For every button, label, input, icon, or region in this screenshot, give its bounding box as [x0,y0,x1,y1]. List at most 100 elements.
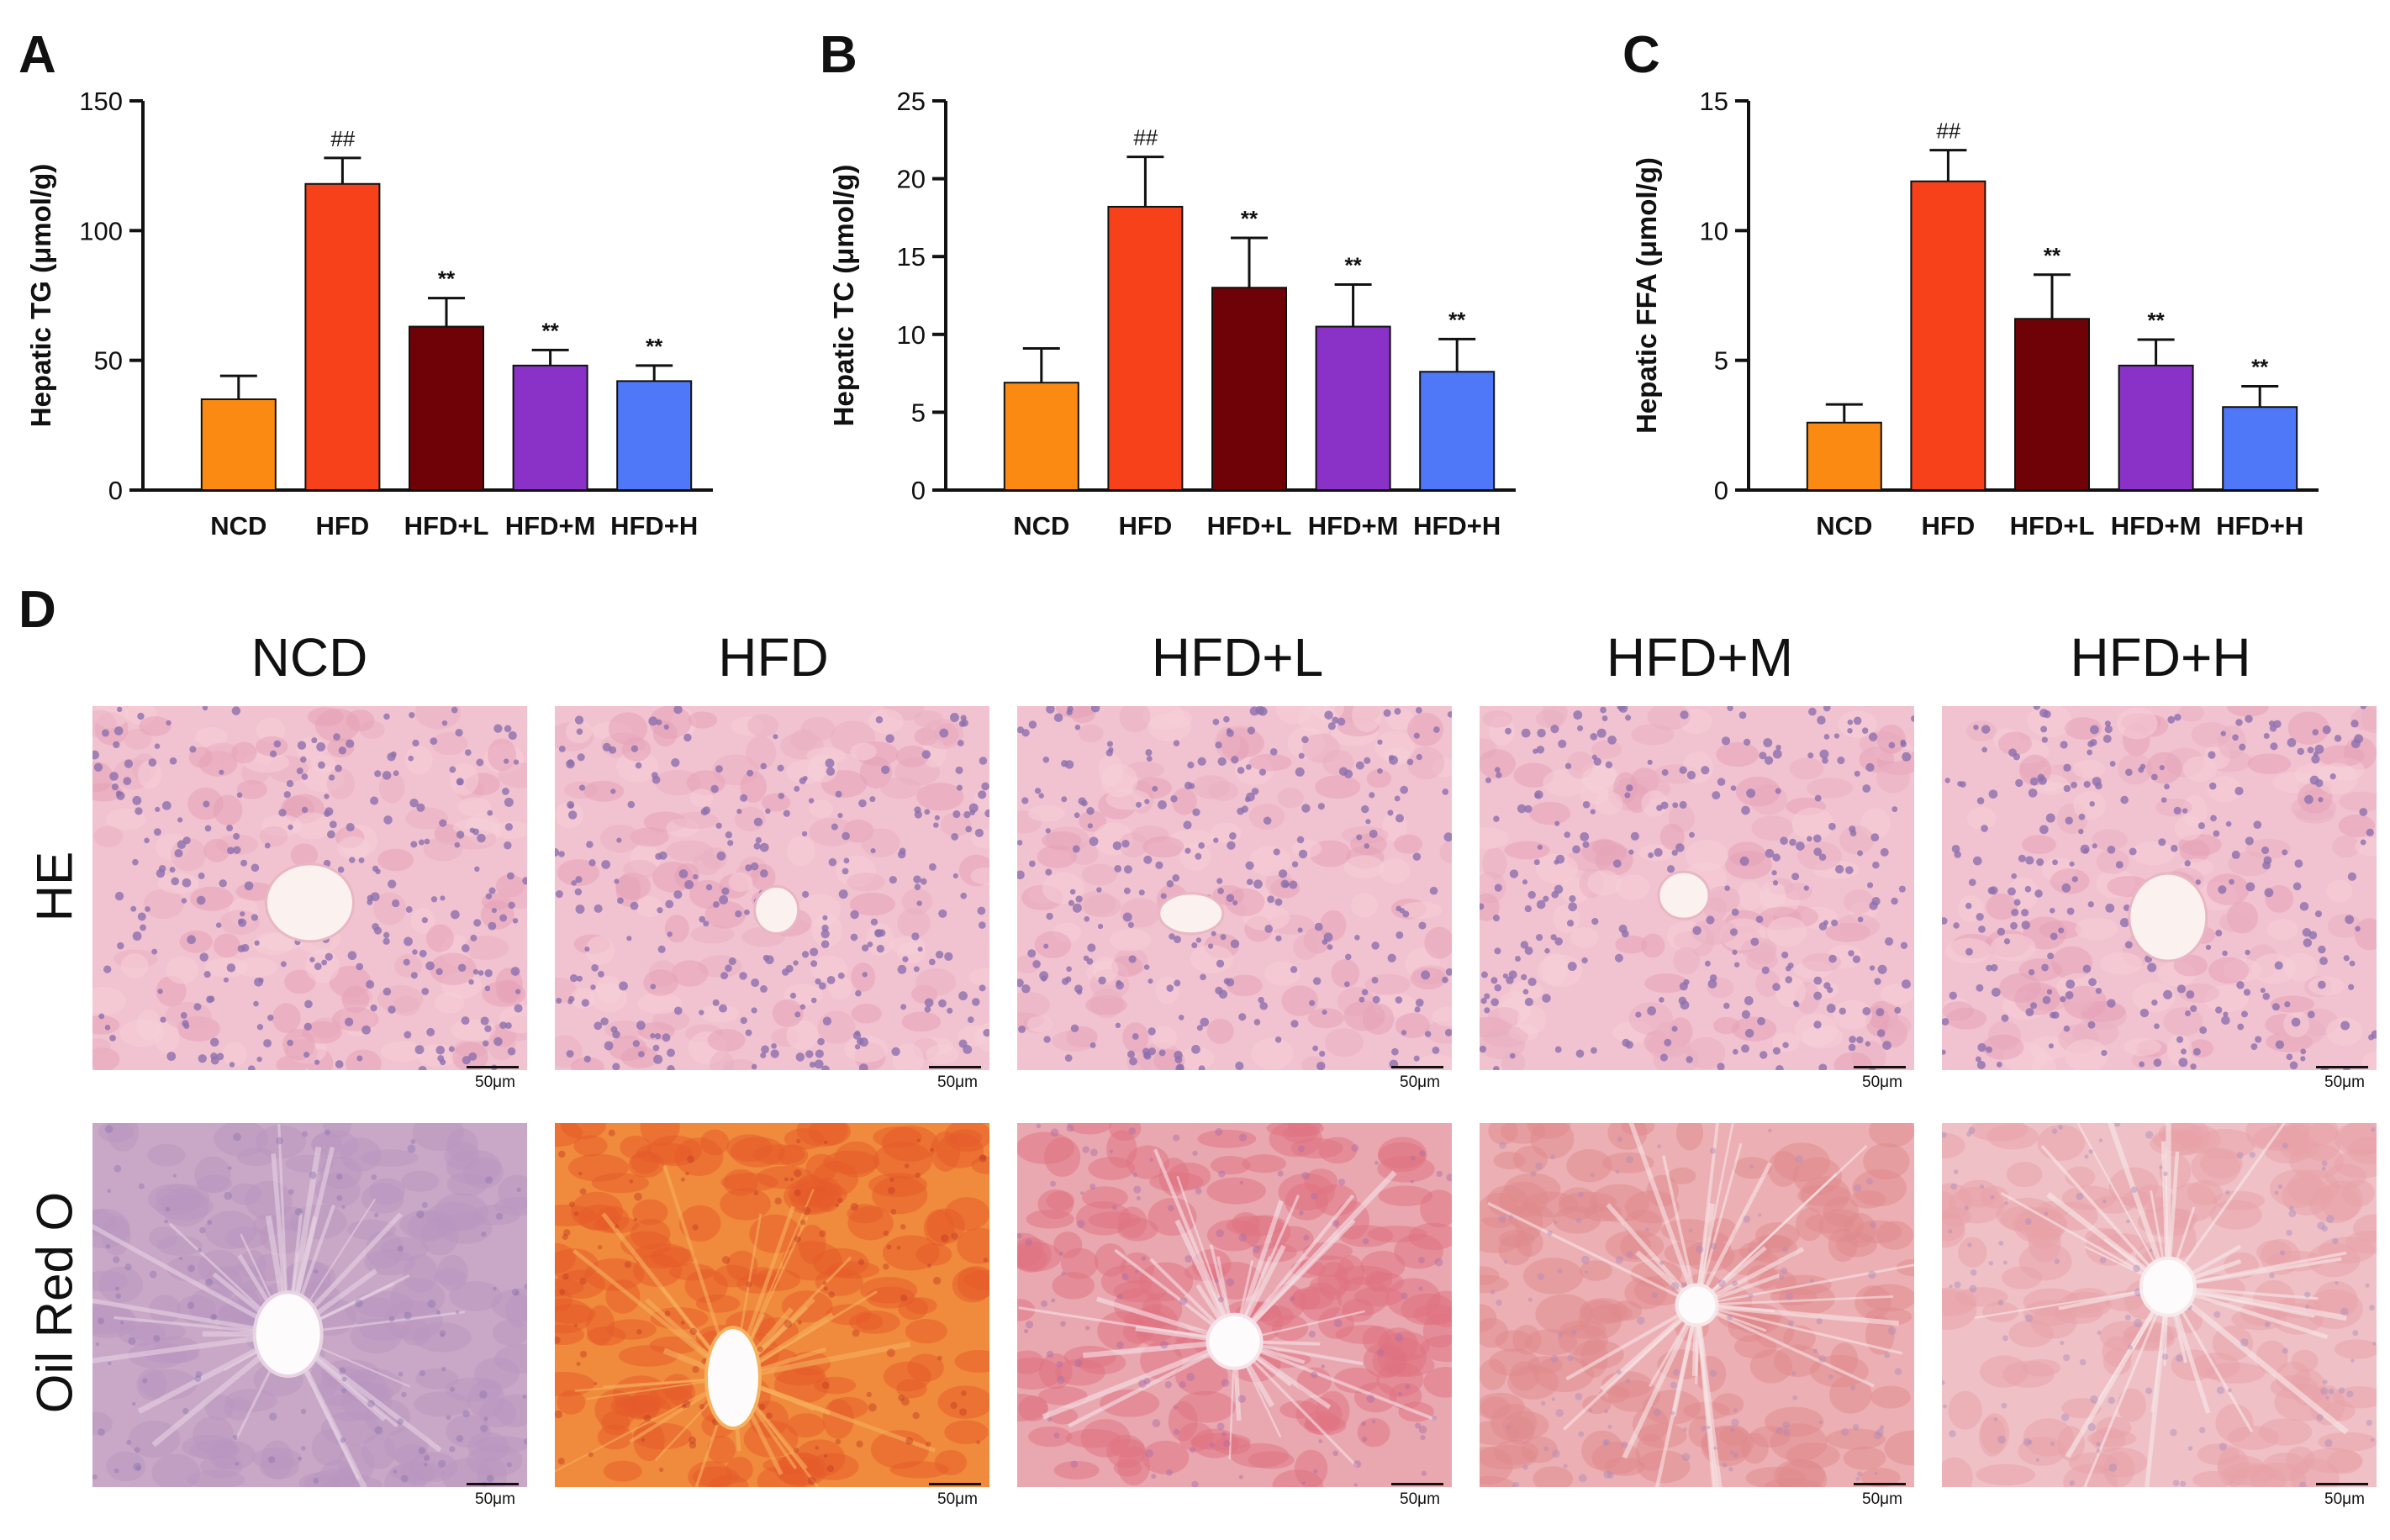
oil-red-o-micrograph-hfd [555,1123,989,1487]
scale-bar-label: 50μm [937,1490,978,1508]
chart-body: 0 5 10 15 Hepatic FFA (μmol/g) NCD ## HFD ** HFD+… [1631,87,2319,541]
y-axis-label: Hepatic TC (μmol/g) [828,165,859,427]
significance-mark: ## [1133,125,1158,150]
significance-mark: ** [1448,307,1466,332]
scale-bar-label: 50μm [1400,1073,1440,1091]
bar-hfd-m [2118,364,2194,491]
scale-bar-label: 50μm [475,1073,515,1091]
scale-bar-label: 50μm [1400,1490,1440,1508]
scale-bar [467,1066,519,1068]
oil-red-o-micrograph-hfd-h [1942,1123,2377,1487]
y-tick-label: 0 [1714,476,1728,505]
x-tick-label: NCD [1816,511,1872,541]
x-tick-label: HFD+M [505,511,596,541]
x-tick-label: HFD+H [2216,511,2303,541]
x-tick-label: NCD [210,511,266,541]
scale-bar [2316,1066,2368,1068]
he-micrograph-hfd [555,706,989,1070]
scale-bar-label: 50μm [2324,1490,2365,1508]
x-tick-label: HFD+L [2010,511,2095,541]
bar-hfd-h [616,380,693,491]
x-tick-label: NCD [1013,511,1069,541]
he-micrograph-hfd-m [1480,706,1914,1070]
significance-mark: ** [438,266,456,292]
x-tick-label: HFD+M [2111,511,2202,541]
x-tick-label: HFD+L [1207,511,1292,541]
row-title-oil-red-o: Oil Red O [26,1191,83,1414]
scale-bar [1854,1066,1906,1068]
chart-hepatic-tg: 0 50 100 150 Hepatic TG (μmol/g) NCD ## HFD ** HF… [25,87,713,541]
x-tick-label: HFD [1119,511,1173,541]
y-tick-label: 5 [911,398,926,427]
scale-bar [929,1483,981,1485]
bar-ncd [1806,421,1882,492]
column-title-hfd-h: HFD+H [2070,627,2251,688]
x-tick-label: HFD [316,511,370,541]
x-tick-label: HFD+M [1308,511,1399,541]
y-tick-label: 150 [79,87,123,116]
column-title-hfd-l: HFD+L [1151,627,1324,688]
bar-hfd-l [2014,318,2090,491]
oil-red-o-micrograph-ncd [92,1123,527,1487]
panel-label-d: D [18,581,56,639]
oil-red-o-micrograph-hfd-l [1017,1123,1452,1487]
significance-mark: ** [1344,253,1362,278]
y-tick-label: 10 [897,320,926,350]
scale-bar-label: 50μm [2324,1073,2365,1091]
column-title-ncd: NCD [251,627,368,688]
row-title-he: HE [26,851,83,922]
bar-hfd-l [409,325,484,492]
y-tick-label: 15 [1700,87,1728,116]
chart-hepatic-tc: 0 5 10 15 20 25 Hepatic TC (μmol/g) NCD ## HFD ** H… [828,87,1516,541]
bar-hfd-h [2222,406,2298,491]
he-micrograph-hfd-l [1017,706,1452,1070]
he-micrograph-ncd [92,706,527,1070]
x-tick-label: HFD+H [1413,511,1501,541]
chart-hepatic-ffa: 0 5 10 15 Hepatic FFA (μmol/g) NCD ## HFD ** HFD+… [1631,87,2319,541]
chart-body: 0 5 10 15 20 25 Hepatic TC (μmol/g) NCD ## HFD ** H… [828,87,1516,541]
scale-bar [467,1483,519,1485]
bar-hfd [1910,180,1986,491]
y-tick-label: 0 [108,476,123,505]
bar-hfd [1107,205,1184,491]
bar-hfd-h [1419,371,1496,491]
chart-body: 0 50 100 150 Hepatic TG (μmol/g) NCD ## HFD ** HF… [25,87,713,541]
x-tick-label: HFD+L [404,511,489,541]
panel-label-c: C [1622,26,1660,84]
significance-mark: ** [646,334,663,359]
y-tick-label: 15 [897,242,926,272]
bar-hfd [304,182,381,491]
scale-bar [1391,1483,1443,1485]
y-tick-label: 20 [897,165,926,194]
column-title-hfd-m: HFD+M [1606,627,1794,688]
y-tick-label: 100 [79,216,123,245]
bar-hfd-m [1315,325,1391,492]
y-tick-label: 5 [1714,346,1728,376]
panel-label-a: A [18,26,56,84]
oil-red-o-micrograph-hfd-m [1480,1123,1914,1487]
significance-mark: ## [1936,119,1960,144]
significance-mark: ** [1241,206,1258,231]
significance-mark: ## [330,126,355,151]
x-tick-label: HFD [1922,511,1976,541]
scale-bar-label: 50μm [937,1073,978,1091]
y-tick-label: 10 [1700,216,1728,245]
y-axis-label: Hepatic TG (μmol/g) [25,164,56,428]
significance-mark: ** [541,318,559,343]
panel-label-b: B [820,26,857,84]
bar-hfd-l [1211,287,1287,491]
scale-bar [2316,1483,2368,1485]
significance-mark: ** [2147,308,2165,333]
y-axis-label: Hepatic FFA (μmol/g) [1631,157,1662,434]
bar-ncd [1003,382,1079,492]
scale-bar [1854,1483,1906,1485]
scale-bar [929,1066,981,1068]
y-tick-label: 50 [94,346,123,376]
x-tick-label: HFD+H [610,511,698,541]
y-tick-label: 0 [911,476,926,505]
column-title-hfd: HFD [718,627,829,688]
scale-bar-label: 50μm [1862,1073,1902,1091]
scale-bar [1391,1066,1443,1068]
scale-bar-label: 50μm [1862,1490,1902,1508]
bar-hfd-m [512,364,588,491]
